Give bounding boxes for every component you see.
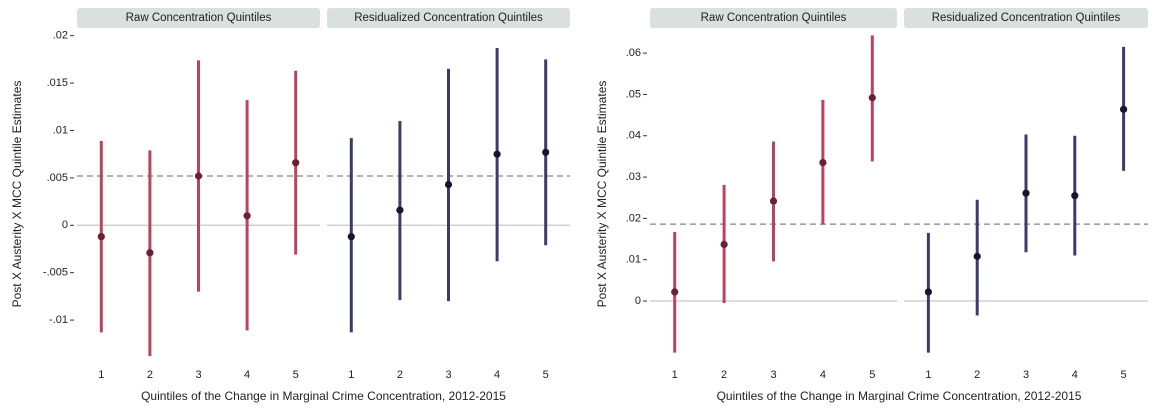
point-estimate: [769, 197, 778, 205]
x-tick-label: 4: [494, 369, 500, 381]
x-tick-label: 5: [869, 369, 875, 381]
x-axis-label: Quintiles of the Change in Marginal Crim…: [141, 389, 506, 403]
panel-title: Raw Concentration Quintiles: [126, 12, 272, 24]
point-estimate: [819, 159, 827, 167]
x-tick-label: 3: [770, 369, 776, 381]
point-estimate: [1022, 189, 1030, 197]
y-tick-label: .05: [626, 88, 641, 100]
y-tick-label: .015: [47, 77, 68, 89]
y-tick-label: 0: [62, 219, 68, 231]
x-tick-label: 4: [244, 369, 250, 381]
y-tick-label: -.01: [49, 314, 68, 326]
x-tick-label: 4: [1072, 369, 1078, 381]
panel-header: [77, 8, 320, 28]
y-tick-label: .03: [626, 171, 641, 183]
panel-title: Residualized Concentration Quintiles: [354, 12, 543, 24]
x-tick-label: 5: [293, 369, 299, 381]
point-estimate: [292, 159, 300, 167]
point-estimate: [542, 148, 550, 156]
x-tick-label: 2: [147, 369, 153, 381]
x-tick-label: 3: [195, 369, 201, 381]
point-estimate: [194, 172, 203, 180]
y-tick-label: .02: [626, 212, 641, 224]
point-estimate: [243, 212, 251, 220]
y-axis-label: Post X Austerity X MCC Quintile Estimate…: [595, 81, 609, 308]
x-tick-label: 1: [348, 369, 354, 381]
x-tick-label: 1: [98, 369, 104, 381]
point-estimate: [973, 252, 981, 260]
panel-header: [327, 8, 570, 28]
x-tick-label: 4: [820, 369, 826, 381]
y-tick-label: .06: [626, 47, 641, 59]
x-axis-label: Quintiles of the Change in Marginal Crim…: [717, 389, 1082, 403]
point-estimate: [444, 180, 453, 189]
point-estimate: [671, 288, 679, 296]
point-estimate: [924, 288, 933, 296]
y-tick-label: .02: [53, 30, 68, 42]
x-tick-label: 3: [1023, 369, 1029, 381]
point-estimate: [1120, 105, 1128, 113]
point-estimate: [97, 233, 105, 241]
y-tick-label: 0: [635, 295, 641, 307]
x-tick-label: 2: [721, 369, 727, 381]
x-tick-label: 1: [925, 369, 931, 381]
x-tick-label: 3: [445, 369, 451, 381]
y-tick-label: .04: [626, 130, 641, 142]
panel-title: Raw Concentration Quintiles: [701, 12, 847, 24]
y-axis-label: Post X Austerity X MCC Quintile Estimate…: [10, 81, 24, 308]
x-tick-label: 5: [1121, 369, 1127, 381]
x-tick-label: 2: [974, 369, 980, 381]
point-estimate: [347, 233, 355, 241]
y-tick-label: .01: [53, 124, 68, 136]
y-tick-label: -.005: [43, 267, 68, 279]
point-estimate: [720, 240, 728, 248]
panel-title: Residualized Concentration Quintiles: [932, 12, 1121, 24]
y-tick-label: .01: [626, 254, 641, 266]
panel-header: [650, 8, 897, 28]
x-tick-label: 5: [543, 369, 549, 381]
point-estimate: [493, 150, 501, 158]
point-estimate: [396, 206, 404, 214]
point-estimate: [868, 94, 876, 102]
point-estimate: [1071, 192, 1079, 200]
x-tick-label: 2: [397, 369, 403, 381]
point-estimate: [146, 249, 154, 257]
panel-header: [904, 8, 1148, 28]
y-tick-label: .005: [47, 172, 68, 184]
x-tick-label: 1: [672, 369, 678, 381]
